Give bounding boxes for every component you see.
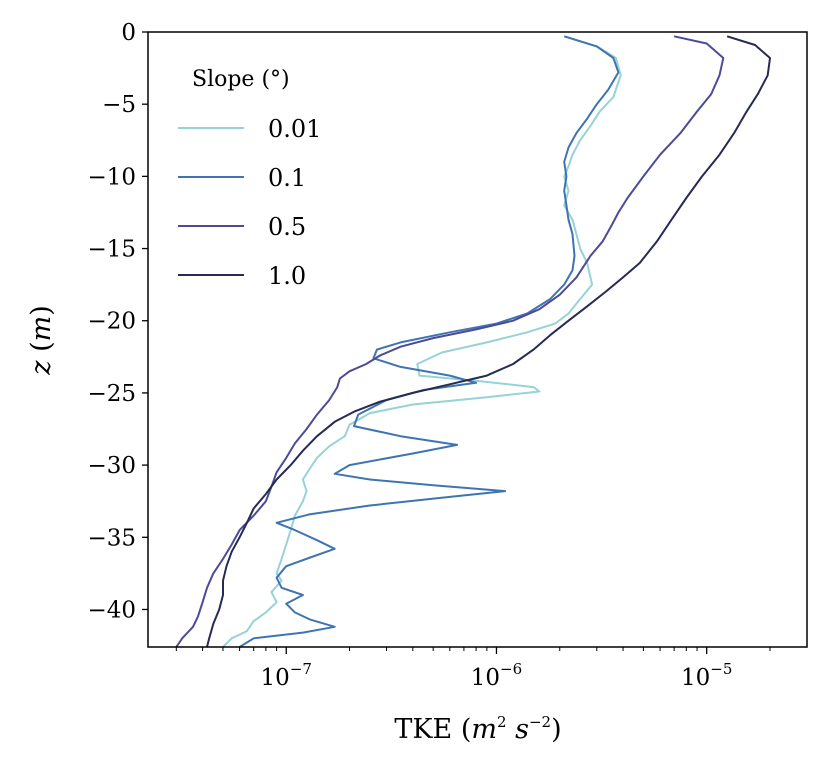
y-tick-label: −5 xyxy=(102,92,136,118)
y-tick-label: 0 xyxy=(121,20,136,46)
legend-label-1.0: 1.0 xyxy=(268,262,306,290)
series-lines-group xyxy=(175,35,771,648)
y-tick-label: −15 xyxy=(87,237,136,263)
x-tick-label: 10−5 xyxy=(681,660,732,691)
y-tick-label: −35 xyxy=(87,525,136,551)
x-axis-ticks: 10−7 10−6 10−5 xyxy=(175,647,771,691)
x-tick-label: 10−6 xyxy=(471,660,522,691)
legend-label-0.5: 0.5 xyxy=(268,213,306,241)
series-line-0.01 xyxy=(222,35,622,648)
y-tick-label: −25 xyxy=(87,381,136,407)
legend-label-0.01: 0.01 xyxy=(268,115,321,143)
series-line-0.5 xyxy=(175,35,725,648)
legend-label-0.1: 0.1 xyxy=(268,164,306,192)
plot-frame xyxy=(147,31,808,648)
y-tick-label: −20 xyxy=(87,309,136,335)
y-axis-ticks: 0 −5 −10 −15 −20 −25 −30 −35 −40 xyxy=(87,20,148,623)
legend-title: Slope (°) xyxy=(192,67,290,92)
series-line-1.0 xyxy=(206,35,771,648)
y-tick-label: −10 xyxy=(87,164,136,190)
legend: Slope (°) 0.01 0.1 0.5 1.0 xyxy=(178,67,321,290)
y-axis-label: z (m) xyxy=(26,305,57,376)
x-tick-label: 10−7 xyxy=(261,660,312,691)
y-tick-label: −40 xyxy=(87,597,136,623)
x-axis-label: TKE (m2 s−2) xyxy=(394,713,561,745)
y-tick-label: −30 xyxy=(87,453,136,479)
